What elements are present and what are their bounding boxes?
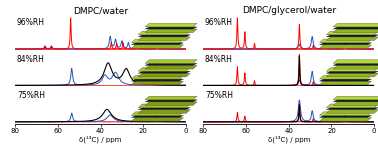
Text: 96%RH: 96%RH [17,18,45,27]
Polygon shape [132,43,183,45]
Polygon shape [333,100,378,102]
Title: DMPC/water: DMPC/water [73,6,128,15]
Polygon shape [319,39,372,43]
Polygon shape [333,63,378,65]
Polygon shape [319,81,372,85]
Polygon shape [333,96,378,100]
Text: 84%RH: 84%RH [205,55,233,64]
X-axis label: δ(¹³C) / ppm: δ(¹³C) / ppm [79,136,122,144]
Polygon shape [326,104,378,108]
Polygon shape [319,43,372,45]
Polygon shape [145,65,197,69]
Polygon shape [145,27,197,29]
Polygon shape [326,31,378,35]
Polygon shape [333,29,378,33]
Polygon shape [319,79,372,81]
Polygon shape [132,81,183,85]
Polygon shape [132,45,183,48]
Text: 75%RH: 75%RH [205,91,233,100]
Polygon shape [333,27,378,29]
X-axis label: δ(¹³C) / ppm: δ(¹³C) / ppm [268,136,310,144]
Polygon shape [138,68,190,71]
Polygon shape [145,60,197,63]
Polygon shape [145,102,197,105]
Polygon shape [138,104,190,108]
Polygon shape [132,79,183,81]
Polygon shape [333,23,378,27]
Polygon shape [326,35,378,37]
Polygon shape [326,71,378,73]
Polygon shape [132,75,183,79]
Polygon shape [145,100,197,102]
Polygon shape [333,102,378,105]
Polygon shape [145,23,197,27]
Polygon shape [326,73,378,77]
Polygon shape [132,115,183,118]
Polygon shape [138,73,190,77]
Polygon shape [333,65,378,69]
Polygon shape [138,108,190,110]
Polygon shape [326,110,378,113]
Polygon shape [326,37,378,40]
Polygon shape [132,118,183,121]
Text: 96%RH: 96%RH [205,18,233,27]
Polygon shape [145,96,197,100]
Polygon shape [132,39,183,43]
Polygon shape [145,29,197,33]
Polygon shape [319,75,372,79]
Polygon shape [138,71,190,73]
Text: 84%RH: 84%RH [17,55,45,64]
Polygon shape [138,35,190,37]
Polygon shape [145,63,197,65]
Polygon shape [138,37,190,40]
Polygon shape [319,115,372,118]
Text: 75%RH: 75%RH [17,91,45,100]
Title: DMPC/glycerol/water: DMPC/glycerol/water [242,6,336,15]
Polygon shape [333,60,378,63]
Polygon shape [326,108,378,110]
Polygon shape [326,68,378,71]
Polygon shape [319,118,372,121]
Polygon shape [132,112,183,115]
Polygon shape [319,112,372,115]
Polygon shape [319,45,372,48]
Polygon shape [138,31,190,35]
Polygon shape [138,110,190,113]
